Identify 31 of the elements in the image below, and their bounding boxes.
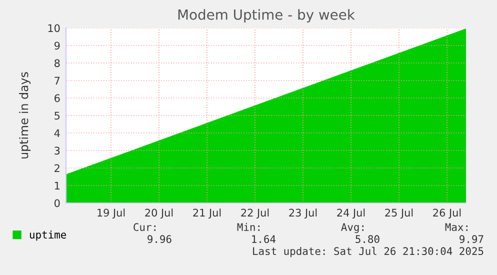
text: 9.96 [148,235,172,244]
y-tick-label: 7 [54,76,60,84]
legend-label: uptime [30,230,66,241]
y-tick-label: 6 [54,94,60,102]
text: 1.64 [252,235,276,244]
chart-title: Modem Uptime - by week [178,9,355,23]
x-tick-label: 25 Jul [385,208,413,219]
y-tick-label: 10 [48,24,60,32]
y-tick-label: 2 [54,164,60,172]
x-tick-label: 26 Jul [433,208,461,219]
text: 9.97 [460,235,484,244]
y-tick-label: 3 [54,146,60,155]
text: Max: [445,223,468,232]
y-tick-label: 0 [54,199,60,208]
x-tick-label: 23 Jul [289,208,317,219]
text: Min: [237,222,260,231]
y-tick-label: 4 [54,129,60,137]
x-tick-label: 19 Jul [98,208,125,219]
text: Last update: Sat Jul 26 21:30:04 2025 [253,246,484,258]
x-tick-label: 20 Jul [145,208,173,219]
text: Avg: [341,223,364,234]
text: Cur: [134,223,156,232]
y-tick-label: 9 [54,42,60,50]
y-tick-label: 1 [54,182,60,190]
y-tick-label: 5 [54,112,60,120]
y-axis-title: uptime in days [19,72,31,158]
y-tick-label: 8 [54,59,60,68]
x-tick-label: 22 Jul [241,208,269,219]
text: 5.80 [356,235,380,244]
x-tick-label: 21 Jul [193,208,221,219]
x-tick-label: 24 Jul [337,208,365,219]
